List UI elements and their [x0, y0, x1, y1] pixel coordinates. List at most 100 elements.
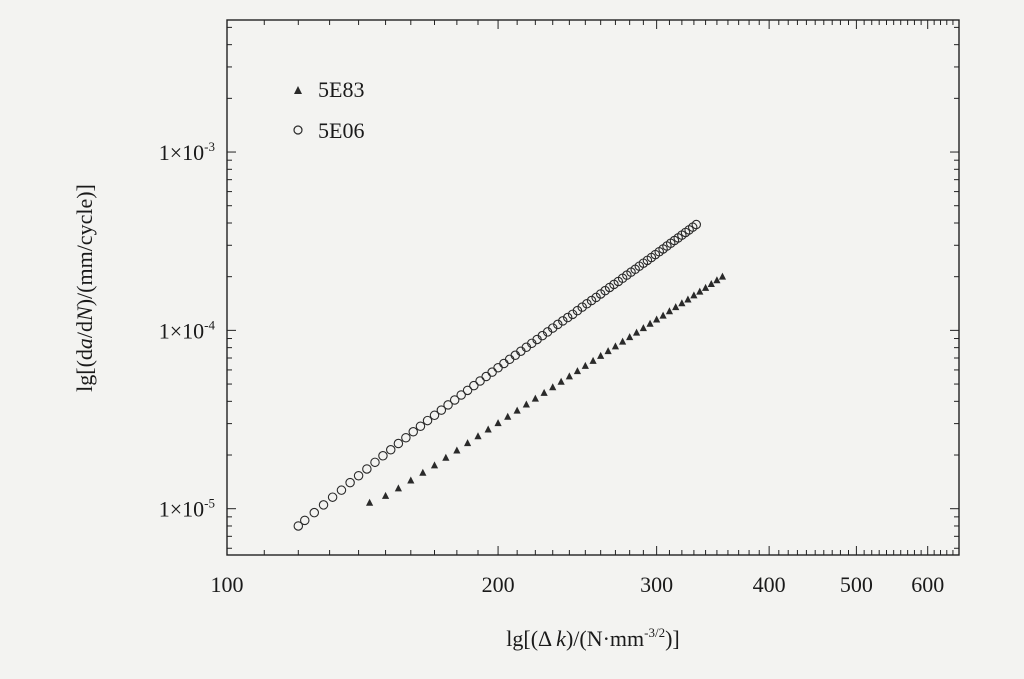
- data-point-5e83: [474, 432, 482, 440]
- data-point-5e83: [504, 412, 512, 420]
- data-point-5e83: [646, 319, 654, 327]
- y-minor-ticks: [227, 26, 959, 549]
- data-point-5e83: [430, 461, 439, 469]
- data-point-5e83: [653, 315, 661, 323]
- data-point-5e06: [429, 410, 440, 421]
- data-point-5e83: [639, 324, 647, 332]
- y-major-ticks: [227, 151, 959, 510]
- data-point-5e83: [419, 468, 427, 476]
- series-layer: [293, 219, 727, 531]
- legend-label-5e83: 5E83: [318, 77, 364, 102]
- data-point-5e06: [300, 515, 310, 526]
- legend-label-5e06: 5E06: [318, 118, 364, 143]
- data-point-5e06: [493, 363, 503, 373]
- data-point-5e06: [318, 500, 329, 510]
- data-point-5e06: [370, 457, 380, 468]
- data-point-5e83: [581, 361, 589, 369]
- data-point-5e06: [345, 477, 355, 488]
- data-point-5e06: [487, 367, 497, 377]
- data-point-5e06: [415, 421, 426, 431]
- data-point-5e83: [696, 287, 704, 295]
- data-point-5e83: [690, 291, 698, 299]
- data-point-5e06: [510, 350, 521, 361]
- data-point-5e83: [707, 279, 715, 287]
- data-point-5e06: [462, 385, 473, 396]
- data-point-5e83: [713, 276, 721, 284]
- y-tick-label: 1×10-3: [159, 139, 215, 165]
- data-point-5e83: [665, 307, 674, 315]
- data-point-5e06: [401, 432, 411, 443]
- data-point-5e83: [659, 311, 667, 319]
- series-5e83: [365, 272, 727, 506]
- data-point-5e83: [573, 367, 582, 375]
- data-point-5e06: [327, 492, 338, 502]
- legend: 5E83 5E06: [293, 77, 364, 143]
- data-point-5e83: [557, 377, 565, 385]
- data-point-5e06: [353, 471, 364, 481]
- data-point-5e06: [504, 354, 515, 365]
- data-point-5e83: [394, 484, 402, 492]
- x-tick-label: 200: [482, 572, 515, 597]
- data-point-5e06: [469, 380, 479, 391]
- x-axis-label: lg[(Δ k)/(N·mm-3/2)]: [506, 625, 680, 651]
- x-tick-label: 300: [640, 572, 673, 597]
- x-major-ticks: [226, 20, 929, 555]
- legend-marker-5e83: [294, 86, 302, 94]
- data-point-5e06: [558, 316, 568, 326]
- data-point-5e06: [293, 521, 304, 531]
- series-5e06: [293, 219, 702, 531]
- data-point-5e83: [365, 498, 374, 506]
- data-point-5e06: [475, 376, 485, 386]
- data-point-5e06: [393, 438, 404, 449]
- data-point-5e83: [678, 299, 686, 307]
- data-point-5e83: [619, 337, 627, 345]
- data-point-5e83: [513, 406, 521, 414]
- data-point-5e06: [436, 405, 447, 415]
- data-point-5e83: [718, 272, 727, 280]
- data-point-5e83: [442, 453, 450, 461]
- data-point-5e83: [626, 333, 634, 341]
- x-tick-label: 400: [753, 572, 786, 597]
- x-tick-labels: 100 200 300 400 500 600: [211, 572, 945, 597]
- data-point-5e06: [449, 395, 460, 405]
- data-point-5e06: [577, 302, 587, 312]
- data-point-5e83: [597, 351, 605, 359]
- data-point-5e06: [562, 312, 573, 323]
- y-axis-label: lg[(da/dN)/(mm/cycle)]: [72, 184, 97, 392]
- legend-marker-5e06: [293, 125, 303, 135]
- data-point-5e06: [422, 415, 433, 426]
- data-point-5e06: [309, 507, 320, 518]
- data-point-5e83: [549, 383, 557, 391]
- data-point-5e83: [540, 388, 548, 396]
- data-point-5e83: [604, 347, 612, 355]
- data-point-5e06: [336, 485, 347, 495]
- data-point-5e06: [572, 305, 583, 316]
- x-tick-label: 500: [840, 572, 873, 597]
- data-point-5e06: [378, 451, 388, 461]
- data-point-5e06: [443, 400, 453, 410]
- y-tick-label: 1×10-4: [159, 317, 216, 343]
- y-tick-label: 1×10-5: [159, 496, 215, 522]
- data-point-5e83: [522, 400, 530, 408]
- x-minor-ticks: [263, 20, 954, 555]
- data-point-5e06: [408, 427, 418, 437]
- data-point-5e83: [611, 342, 620, 350]
- data-point-5e83: [632, 328, 641, 336]
- data-point-5e06: [456, 390, 466, 400]
- data-point-5e83: [407, 476, 415, 484]
- data-point-5e83: [531, 394, 539, 402]
- data-point-5e83: [463, 439, 472, 447]
- data-point-5e06: [553, 319, 563, 330]
- data-point-5e83: [381, 491, 390, 499]
- plot-frame: [226, 19, 960, 556]
- data-point-5e83: [484, 425, 492, 433]
- data-point-5e06: [481, 371, 491, 382]
- data-point-5e06: [362, 464, 372, 474]
- data-point-5e83: [701, 283, 710, 291]
- data-point-5e83: [494, 419, 502, 427]
- data-point-5e06: [691, 219, 702, 230]
- data-point-5e06: [385, 445, 396, 455]
- data-point-5e83: [453, 446, 461, 454]
